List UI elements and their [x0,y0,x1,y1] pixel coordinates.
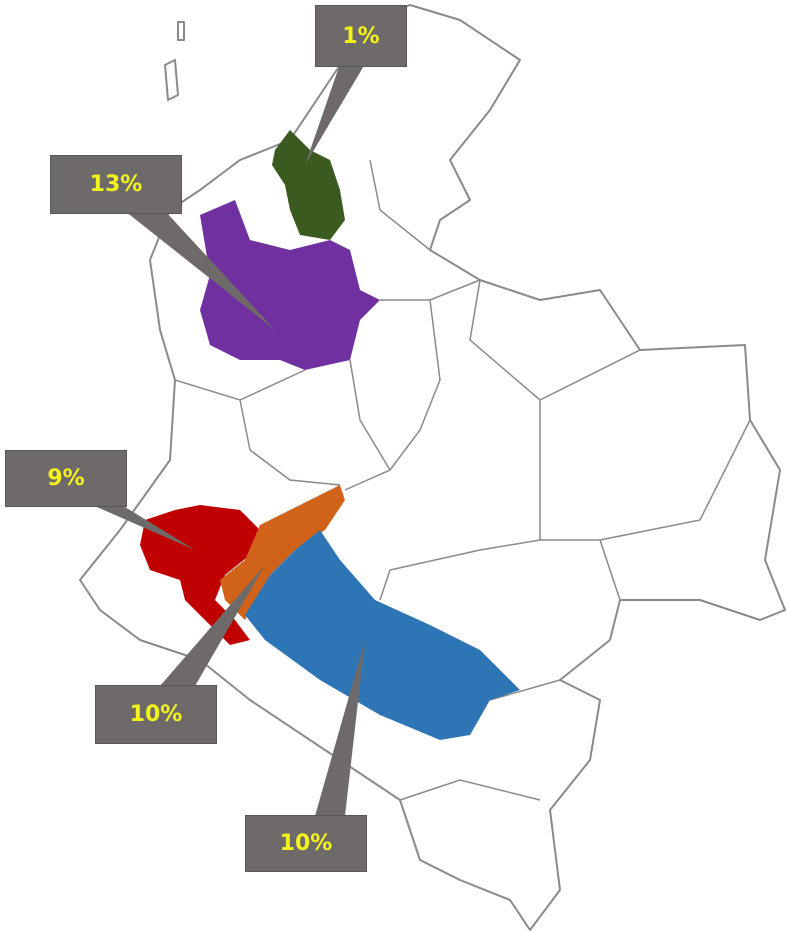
label-red: 9% [5,450,127,507]
callout-tail-green [305,64,365,165]
country-outline [79,4,786,931]
callout-tail-orange [160,565,265,686]
callout-tail-red [90,504,195,550]
label-green: 1% [315,5,407,67]
label-blue: 10% [245,815,367,872]
label-purple: 13% [50,155,182,214]
department-borders [174,159,751,801]
label-orange: 10% [95,685,217,744]
island [164,59,179,101]
island [177,21,185,41]
callout-tail-blue [315,640,365,816]
region-red [140,505,260,645]
region-blue [245,530,520,740]
callout-tail-purple [125,211,275,330]
region-green [272,130,345,240]
region-purple [200,200,380,370]
